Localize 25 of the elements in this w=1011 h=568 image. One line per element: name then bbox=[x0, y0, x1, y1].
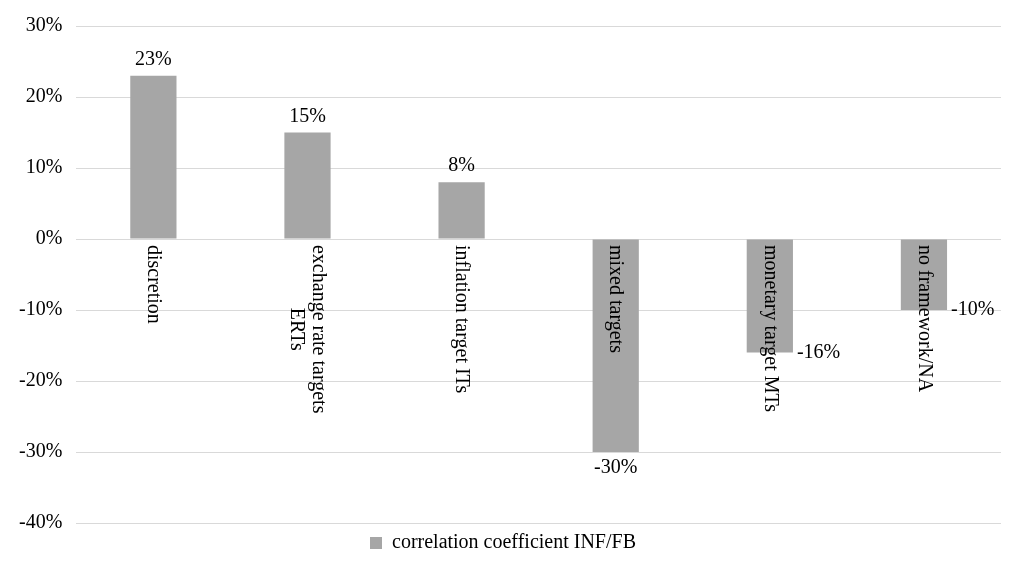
x-tick-label: discretion bbox=[144, 245, 167, 324]
y-tick-label: -20% bbox=[18, 368, 63, 391]
text: -16% bbox=[796, 339, 841, 362]
x-tick-label: inflation target ITs bbox=[451, 245, 475, 394]
text: 23% bbox=[135, 46, 172, 69]
x-tick-label: monetary target MTs bbox=[759, 244, 783, 413]
y-tick-label: -30% bbox=[18, 439, 63, 462]
y-tick-label: 0% bbox=[35, 226, 63, 249]
text: -10% bbox=[951, 297, 995, 320]
bar bbox=[592, 239, 639, 452]
x-tick-label: exchange rate targets ERTs bbox=[287, 245, 332, 414]
y-tick-label: -10% bbox=[18, 297, 63, 320]
legend-label: correlation coefficient INF/FB bbox=[392, 530, 637, 553]
y-tick-label: -40% bbox=[18, 510, 63, 533]
bar bbox=[130, 75, 177, 239]
bar bbox=[438, 182, 485, 239]
x-tick-label: no framework/NA bbox=[914, 245, 937, 393]
y-tick-label: 30% bbox=[25, 13, 63, 36]
x-tick-label: mixed targets bbox=[605, 244, 629, 354]
text: -30% bbox=[594, 455, 638, 478]
y-tick-label: 10% bbox=[25, 155, 63, 178]
text: 8% bbox=[448, 153, 475, 176]
y-tick-label: 20% bbox=[25, 84, 63, 107]
text: 15% bbox=[289, 103, 326, 126]
bar bbox=[284, 132, 331, 239]
